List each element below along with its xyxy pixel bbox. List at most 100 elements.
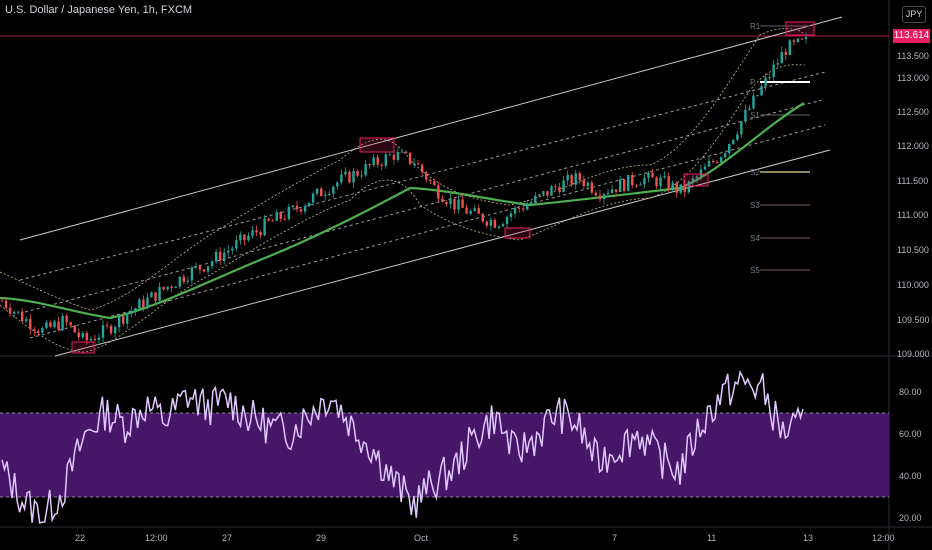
candle-body: [251, 230, 254, 236]
candle-body: [69, 322, 72, 326]
currency-button[interactable]: JPY: [902, 6, 926, 23]
candle-body: [299, 209, 303, 212]
candle-body: [348, 171, 351, 183]
price-tick: 112.500: [897, 107, 929, 117]
candle-body: [566, 175, 569, 181]
candle-body: [332, 186, 335, 194]
candle-body: [627, 174, 630, 191]
candle-body: [77, 332, 80, 338]
candle-body: [663, 176, 666, 178]
candle-body: [711, 161, 715, 163]
candle-body: [336, 182, 339, 187]
candle-body: [792, 40, 796, 42]
candle-body: [122, 316, 125, 324]
price-tick: 111.500: [897, 176, 928, 186]
candle-body: [178, 276, 181, 287]
price-tick: 109.000: [897, 349, 930, 359]
candle-body: [25, 319, 28, 322]
candle-body: [174, 286, 177, 288]
candle-body: [614, 189, 618, 192]
candle-body: [146, 297, 149, 308]
pivot-label-s5: S5: [750, 266, 760, 275]
rsi-tick: 80.00: [899, 387, 922, 397]
candle-body: [501, 224, 505, 227]
candle-body: [554, 186, 557, 188]
candle-body: [505, 216, 509, 225]
pivot-label-s1: S1: [750, 111, 760, 120]
candle-body: [134, 308, 137, 312]
candle-body: [130, 311, 133, 315]
candle-body: [542, 191, 545, 195]
regression-channel[interactable]: [19, 16, 843, 357]
price-tick: 113.000: [897, 73, 929, 83]
candle-body: [776, 63, 779, 65]
pattern-boxes: [71, 21, 815, 354]
time-axis[interactable]: 22 12:00 27 29 Oct 5 7 11 13 12:00: [75, 533, 895, 543]
candle-body: [748, 108, 751, 110]
time-tick: 13: [803, 533, 813, 543]
candle-body: [61, 315, 64, 330]
candle-body: [780, 51, 783, 64]
candle-body: [594, 192, 598, 196]
pivot-label-p: P: [750, 78, 755, 87]
candle-body: [352, 170, 355, 183]
candle-body: [530, 201, 533, 205]
candle-body: [437, 185, 440, 199]
candle-body: [65, 315, 68, 323]
candle-body: [109, 325, 113, 334]
candle-body: [384, 154, 388, 166]
candle-body: [271, 220, 274, 222]
candle-body: [150, 292, 153, 298]
candle-body: [328, 193, 331, 195]
candle-body: [570, 175, 573, 185]
candle-body: [247, 235, 250, 241]
candle-body: [800, 38, 804, 40]
candle-body: [372, 157, 375, 166]
candle-body: [562, 180, 565, 192]
candle-body: [21, 311, 24, 322]
candle-body: [764, 77, 767, 87]
candle-body: [396, 152, 400, 160]
candle-body: [275, 212, 278, 221]
candlestick-series[interactable]: [0, 32, 808, 345]
candle-body: [493, 219, 497, 228]
candle-body: [138, 299, 141, 309]
candle-body: [457, 199, 460, 210]
candle-body: [481, 213, 484, 222]
candle-body: [497, 226, 501, 228]
candle-body: [4, 300, 8, 308]
candle-body: [723, 153, 727, 158]
pivot-label-s4: S4: [750, 234, 760, 243]
candle-body: [223, 252, 226, 261]
candle-body: [259, 232, 262, 236]
time-tick: 5: [513, 533, 518, 543]
time-tick: 12:00: [872, 533, 895, 543]
candle-body: [412, 163, 416, 165]
candle-body: [707, 161, 711, 167]
candle-body: [703, 166, 707, 170]
candle-body: [206, 266, 210, 272]
candle-body: [473, 208, 476, 211]
candle-body: [622, 179, 626, 191]
candle-body: [425, 172, 428, 180]
candle-body: [303, 206, 307, 212]
pivot-points: R1 P S1 S2 S3 S4 S5: [750, 22, 810, 275]
candle-body: [243, 234, 246, 241]
candle-body: [590, 182, 594, 193]
candle-body: [804, 37, 808, 40]
candle-body: [279, 212, 282, 219]
candle-body: [105, 325, 109, 327]
candle-body: [113, 327, 117, 334]
candle-body: [101, 325, 105, 338]
rsi-line[interactable]: [1, 369, 804, 524]
candle-body: [166, 286, 169, 290]
candle-body: [449, 198, 452, 205]
candle-body: [546, 191, 549, 196]
candle-body: [651, 172, 654, 178]
candle-body: [202, 269, 206, 272]
price-axis[interactable]: 113.500 113.000 112.500 112.000 111.500 …: [897, 51, 930, 359]
candle-body: [311, 193, 315, 203]
price-tick: 111.000: [897, 210, 928, 220]
candle-body: [760, 86, 763, 96]
